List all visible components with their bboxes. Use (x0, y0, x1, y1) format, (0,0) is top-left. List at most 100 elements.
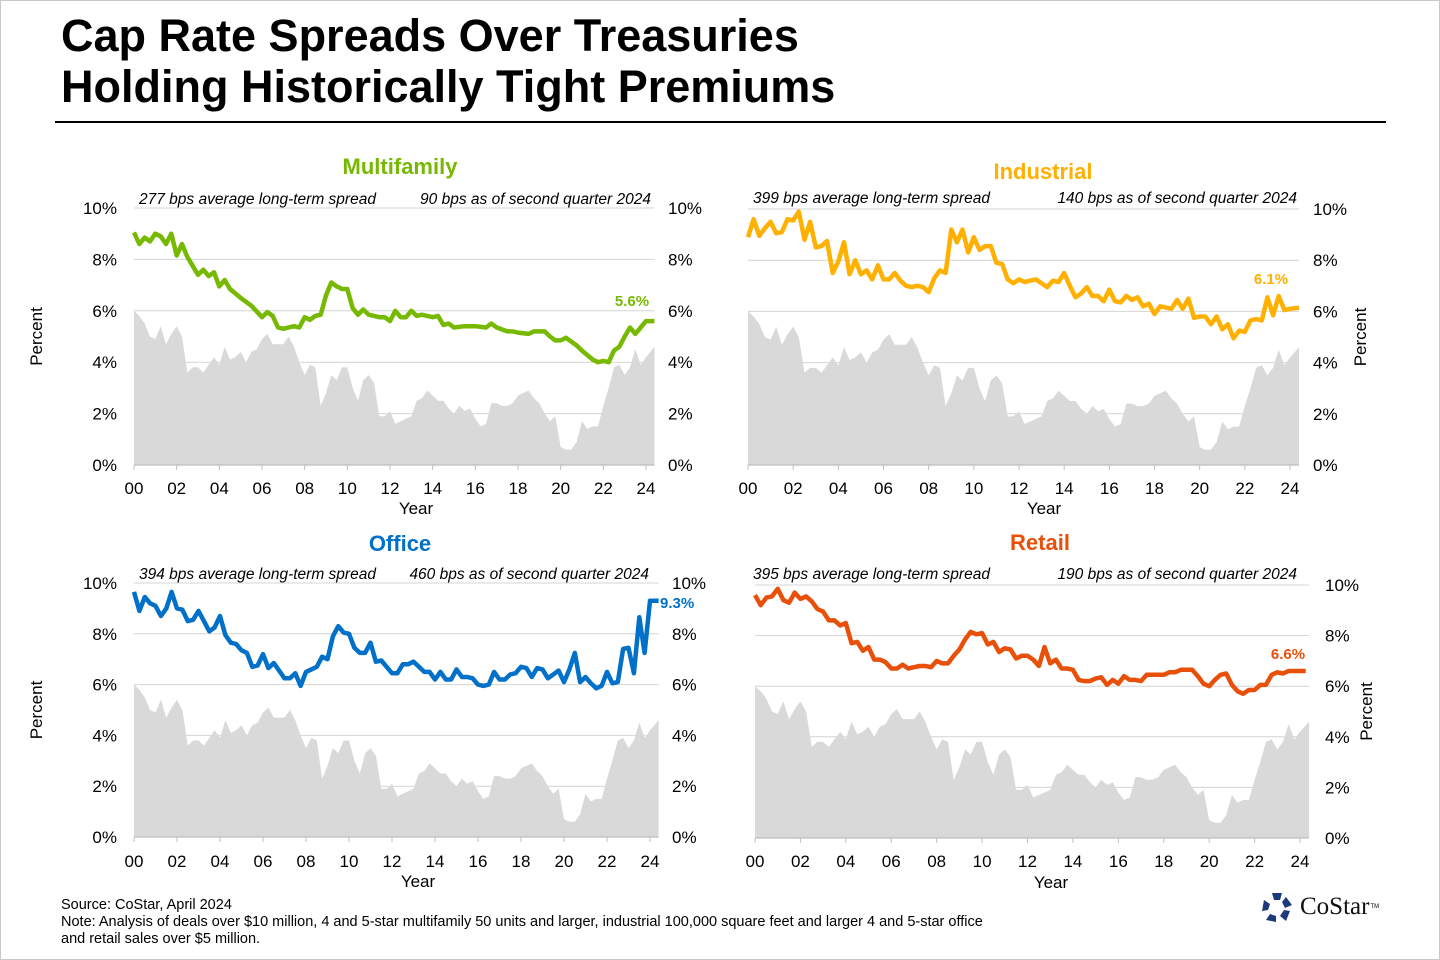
average-spread-annotation: 395 bps average long-term spread (753, 566, 991, 583)
x-tick-label: 10 (964, 479, 983, 498)
y-tick-label-left: 10% (83, 574, 117, 593)
end-value-label: 6.1% (1254, 271, 1288, 288)
y-tick-label-right: 0% (1313, 456, 1338, 475)
x-tick-label: 20 (551, 479, 570, 498)
x-tick-label: 12 (383, 852, 402, 871)
chart-title: Industrial (993, 159, 1092, 184)
x-tick-label: 20 (1190, 479, 1209, 498)
average-spread-annotation: 277 bps average long-term spread (138, 191, 377, 208)
y-tick-label-right: 6% (1325, 677, 1350, 696)
y-tick-label-right: 6% (672, 676, 697, 695)
y-tick-label-left: 4% (92, 726, 117, 745)
cap-rate-line (745, 209, 1300, 341)
x-tick-label: 12 (381, 479, 400, 498)
y-tick-label-right: 0% (668, 456, 693, 475)
y-tick-label-right: 8% (672, 625, 697, 644)
x-tick-label: 06 (874, 479, 893, 498)
x-tick-label: 00 (739, 479, 758, 498)
y-axis-label: Percent (27, 307, 46, 366)
y-tick-label-right: 4% (1313, 354, 1338, 373)
title-line-1: Cap Rate Spreads Over Treasuries (61, 10, 799, 61)
x-tick-label: 24 (1291, 852, 1310, 871)
y-tick-label-right: 2% (1313, 405, 1338, 424)
costar-logo: CoStar TM (1260, 891, 1379, 923)
source-text: Source: CoStar, April 2024 (61, 897, 232, 913)
x-tick-label: 24 (637, 479, 656, 498)
x-tick-label: 20 (555, 852, 574, 871)
x-axis-label: Year (1027, 499, 1062, 518)
y-tick-label-right: 4% (668, 353, 693, 372)
y-tick-label-left: 2% (92, 405, 117, 424)
y-tick-label-left: 2% (92, 777, 117, 796)
x-tick-label: 16 (469, 852, 488, 871)
x-tick-label: 00 (746, 852, 765, 871)
note-text-line-1: Note: Analysis of deals over $10 million… (61, 914, 983, 930)
y-tick-label-right: 10% (1325, 576, 1359, 595)
current-spread-annotation: 190 bps as of second quarter 2024 (1057, 566, 1297, 583)
x-tick-label: 04 (836, 852, 855, 871)
x-tick-label: 14 (1063, 852, 1082, 871)
x-tick-label: 00 (125, 479, 144, 498)
x-tick-label: 12 (1010, 479, 1029, 498)
x-tick-label: 10 (340, 852, 359, 871)
y-axis-label: Percent (27, 680, 46, 739)
y-tick-label-right: 10% (672, 574, 706, 593)
treasury-area (134, 684, 659, 837)
x-tick-label: 14 (423, 479, 442, 498)
chart-multifamily: 0% 0% 2% 2% 4% 4% 6% 6% 8% 8% 10% 10% 00 02 04 06 08 10 12… (27, 154, 702, 518)
x-tick-label: 08 (295, 479, 314, 498)
x-tick-label: 16 (466, 479, 485, 498)
current-spread-annotation: 460 bps as of second quarter 2024 (409, 566, 649, 583)
x-tick-label: 18 (512, 852, 531, 871)
cap-rate-line (753, 586, 1306, 697)
trademark: TM (1370, 904, 1380, 910)
x-tick-label: 22 (1245, 852, 1264, 871)
x-tick-label: 06 (253, 479, 272, 498)
x-tick-label: 18 (1145, 479, 1164, 498)
y-tick-label-right: 10% (668, 199, 702, 218)
x-tick-label: 18 (1154, 852, 1173, 871)
costar-wordmark: CoStar (1300, 893, 1370, 920)
chart-office: 0% 0% 2% 2% 4% 4% 6% 6% 8% 8% 10% 10% 00 02 04 06 08 10 12… (27, 531, 706, 891)
average-spread-annotation: 399 bps average long-term spread (753, 190, 991, 207)
chart-industrial: 0% 2% 4% 6% 8% 10% 00 02 04 06 08 10 12 14 16 18 20 22 24 I… (739, 159, 1370, 518)
page-title: Cap Rate Spreads Over Treasuries Holding… (61, 10, 835, 112)
x-tick-label: 08 (927, 852, 946, 871)
chart-title: Retail (1010, 530, 1070, 555)
end-value-label: 9.3% (660, 595, 694, 612)
y-tick-label-right: 6% (1313, 302, 1338, 321)
x-tick-label: 24 (641, 852, 660, 871)
chart-retail: 0% 2% 4% 6% 8% 10% 00 02 04 06 08 10 12 14 16 18 20 22 24 R… (746, 530, 1376, 892)
y-tick-label-right: 8% (668, 250, 693, 269)
y-tick-label-right: 2% (672, 777, 697, 796)
y-tick-label-left: 8% (92, 250, 117, 269)
x-tick-label: 16 (1109, 852, 1128, 871)
x-tick-label: 12 (1018, 852, 1037, 871)
title-divider (55, 121, 1386, 123)
x-tick-label: 02 (784, 479, 803, 498)
x-tick-label: 06 (882, 852, 901, 871)
y-tick-label-right: 2% (668, 405, 693, 424)
x-tick-label: 22 (594, 479, 613, 498)
x-tick-label: 22 (1235, 479, 1254, 498)
x-tick-label: 16 (1100, 479, 1119, 498)
y-tick-label-right: 0% (672, 828, 697, 847)
treasury-area (134, 310, 655, 465)
end-value-label: 5.6% (615, 293, 649, 310)
chart-title: Office (369, 531, 431, 556)
cap-rate-line (131, 231, 655, 365)
x-tick-label: 14 (1055, 479, 1074, 498)
y-tick-label-left: 0% (92, 828, 117, 847)
current-spread-annotation: 140 bps as of second quarter 2024 (1057, 190, 1297, 207)
x-tick-label: 04 (211, 852, 230, 871)
end-value-label: 6.6% (1271, 646, 1305, 663)
treasury-area (748, 311, 1299, 465)
y-tick-label-right: 8% (1325, 627, 1350, 646)
x-axis-label: Year (401, 872, 436, 891)
y-tick-label-left: 0% (92, 456, 117, 475)
y-tick-label-right: 4% (672, 726, 697, 745)
y-axis-label: Percent (1357, 682, 1376, 741)
x-tick-label: 22 (598, 852, 617, 871)
current-spread-annotation: 90 bps as of second quarter 2024 (420, 191, 651, 208)
